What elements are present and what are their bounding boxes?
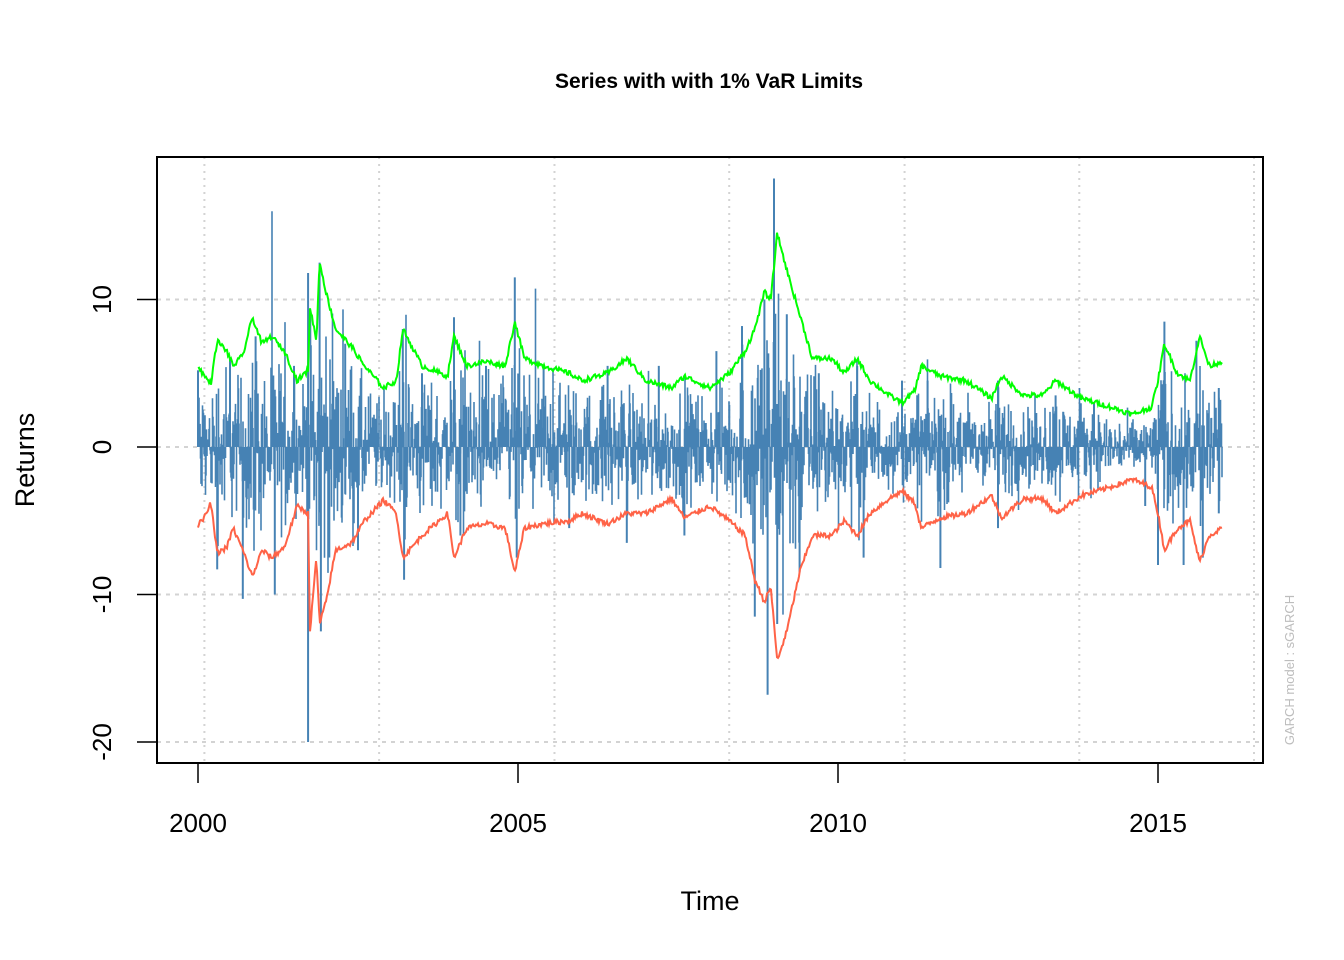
y-axis-label: Returns (10, 413, 40, 508)
y-tick-label: -10 (87, 576, 117, 614)
chart-title: Series with with 1% VaR Limits (555, 70, 863, 93)
returns-series (197, 178, 1223, 742)
model-annotation: GARCH model : sGARCH (1282, 595, 1297, 745)
lower-var-line (197, 476, 1223, 660)
x-tick-label: 2005 (489, 808, 547, 838)
y-tick-label: 0 (87, 440, 117, 454)
y-axis: 10 0 -10 -20 (87, 285, 157, 761)
x-axis-label: Time (681, 886, 740, 916)
y-tick-label: -20 (87, 723, 117, 761)
x-axis: 2000 2005 2010 2015 (169, 762, 1187, 838)
var-lines (197, 232, 1223, 660)
returns-bars (197, 211, 1223, 615)
y-tick-label: 10 (87, 285, 117, 314)
x-tick-label: 2010 (809, 808, 867, 838)
x-tick-label: 2015 (1129, 808, 1187, 838)
x-tick-label: 2000 (169, 808, 227, 838)
upper-var-line (197, 232, 1223, 417)
